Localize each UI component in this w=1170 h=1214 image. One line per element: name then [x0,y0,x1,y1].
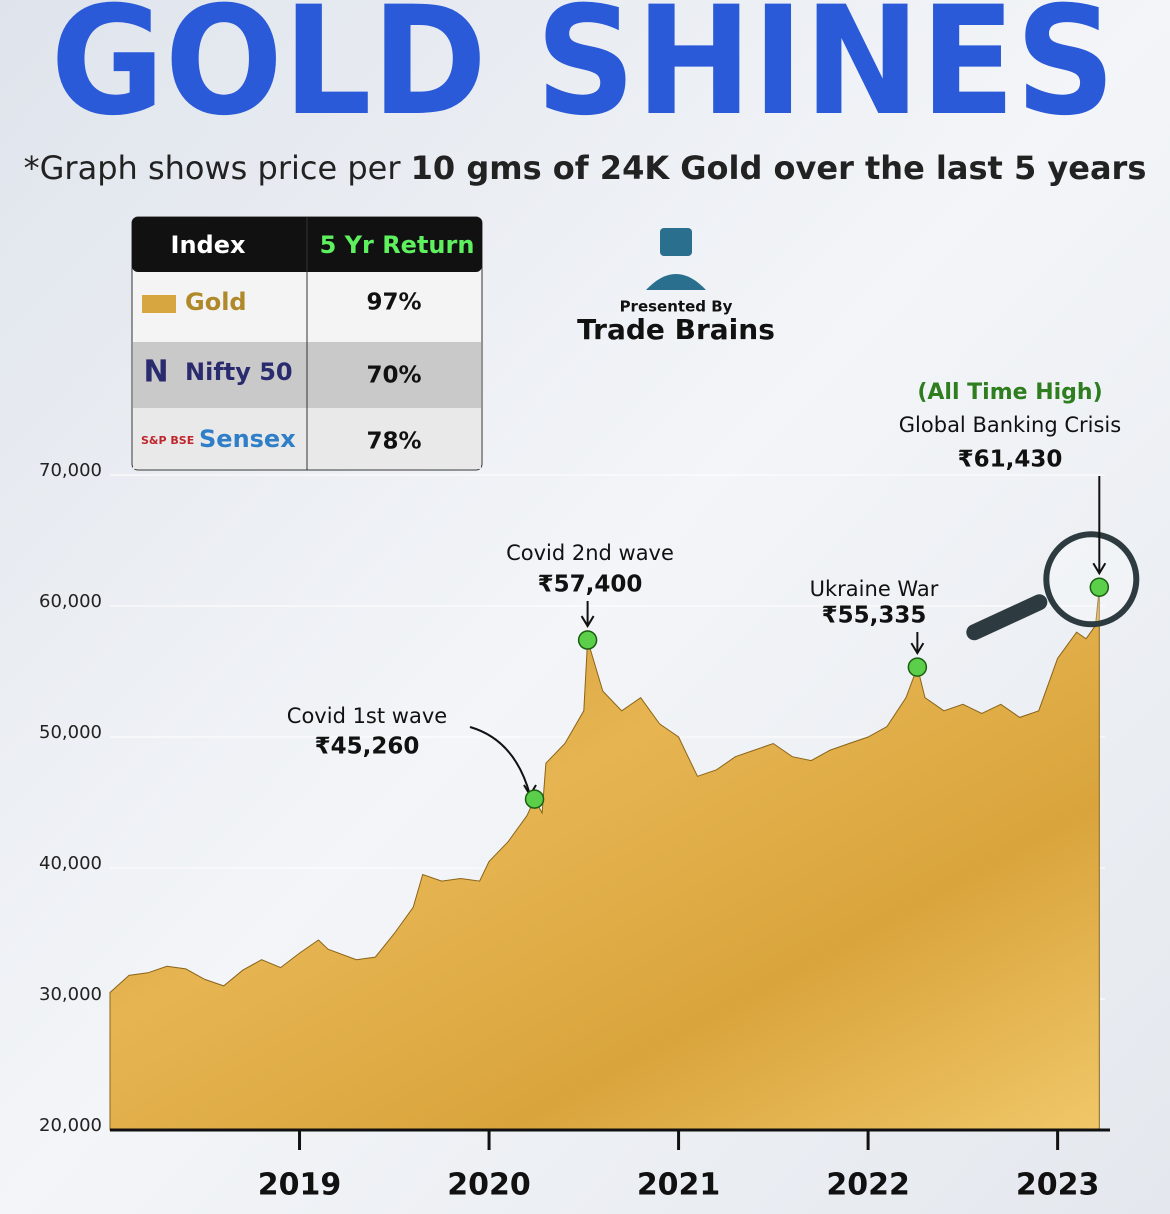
presented-by: Presented By [620,298,733,316]
branding: Presented By Trade Brains [577,228,775,346]
arrow-head [910,642,925,656]
magnifier-handle [966,594,1048,641]
annotation-label: Covid 1st wave [287,704,447,728]
logo-screen [660,228,692,256]
x-tick-label: 2022 [826,1168,910,1203]
table-header-cell: 5 Yr Return [320,231,475,259]
y-tick-label: 30,000 [39,984,102,1005]
annotation-value: ₹57,400 [538,572,643,598]
y-tick-label: 20,000 [39,1115,102,1136]
logo-person [646,274,706,290]
annotation-value: ₹45,260 [315,734,420,760]
x-tick-label: 2023 [1016,1168,1100,1203]
annotation-value: ₹55,335 [822,603,927,629]
area [109,587,1100,1131]
table-cell: 70% [366,363,421,389]
table-header-cell: Index [171,231,246,259]
nifty-icon: N [143,355,168,390]
x-tick-label: 2019 [258,1168,342,1203]
returns-table: Index 5 Yr Return Gold 97% N Nifty 50 70… [131,216,483,471]
chart-title: GOLD SHINES [51,0,1116,149]
y-tick-label: 40,000 [39,853,102,874]
table-cell: Gold [185,288,247,316]
annotation-label: Covid 2nd wave [506,541,674,565]
annotation-note: (All Time High) [917,380,1102,405]
annotation-label: Ukraine War [810,577,939,601]
annotation-marker [524,789,545,809]
sensex-logo: S&P BSE [141,434,194,447]
table-cell: Sensex [199,425,296,453]
subtitle-part: *Graph shows price per [24,149,402,187]
table-cell: 78% [366,429,421,455]
annotation-arrow [469,726,531,796]
x-tick-label: 2020 [447,1168,531,1203]
annotation-marker [577,630,598,650]
brand-name: Trade Brains [577,313,775,346]
y-tick-label: 60,000 [39,591,102,612]
magnifier-lens [1043,531,1140,628]
table-cell: Nifty 50 [185,358,293,386]
annotation-marker [1089,577,1110,598]
x-tick-label: 2021 [637,1168,721,1203]
arrow-head [1092,562,1107,576]
table-cell: 97% [366,290,421,316]
y-tick-label: 70,000 [39,460,102,481]
annotation-marker [907,657,928,677]
y-tick-label: 50,000 [39,722,102,743]
subtitle-part: 10 gms of 24K Gold over the last 5 years [411,149,1147,187]
annotation-label: Global Banking Crisis [899,413,1121,437]
plot: 20,000 30,000 40,000 50,000 60,000 70,000 2019… [39,380,1140,1203]
arrow-head [580,615,595,629]
subtitle: *Graph shows price per 10 gms of 24K Gol… [24,149,1147,187]
annotation-value: ₹61,430 [958,447,1063,473]
gold-icon [142,295,176,313]
